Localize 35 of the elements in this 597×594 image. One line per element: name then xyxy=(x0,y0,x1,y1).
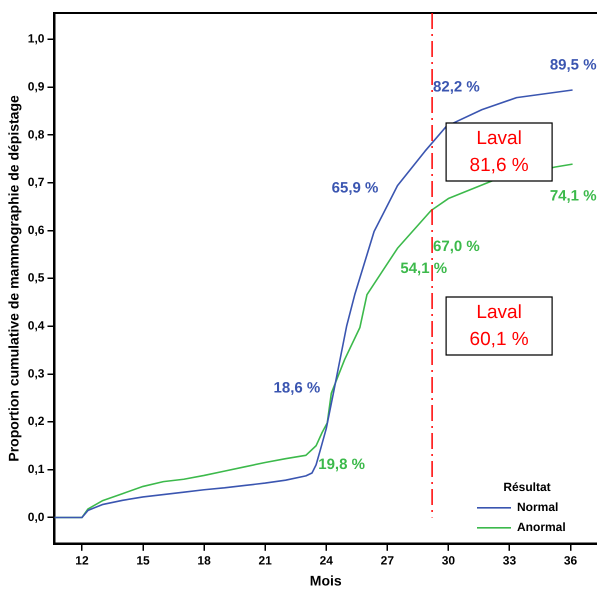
x-tick-label: 30 xyxy=(442,553,456,568)
annotation: Laval 60,1 % xyxy=(470,302,529,350)
annotation: 82,2 % xyxy=(433,78,480,96)
annotation: 19,8 % xyxy=(318,456,365,473)
y-tick-label: 0,3 xyxy=(28,366,45,380)
annotation: 65,9 % xyxy=(332,180,378,197)
y-tick-label: 0,9 xyxy=(28,79,45,94)
annotation: 54,1 % xyxy=(400,260,448,277)
x-tick-label: 33 xyxy=(502,553,516,568)
legend-label: Normal xyxy=(517,500,558,514)
x-tick-label: 36 xyxy=(564,553,578,568)
annotation: 74,1 % xyxy=(550,187,597,204)
legend-title: Résultat xyxy=(503,480,551,494)
y-tick-label: 0,5 xyxy=(28,270,45,285)
y-axis-title: Proportion cumulative de mammographie de dépistage xyxy=(5,94,22,462)
y-tick-label: 0,1 xyxy=(28,462,45,476)
legend-label: Anormal xyxy=(517,520,566,534)
x-tick-label: 18 xyxy=(197,553,212,568)
y-tick-label: 0,7 xyxy=(28,175,45,190)
x-tick-label: 27 xyxy=(380,553,394,568)
y-tick-label: 0,0 xyxy=(28,510,45,524)
annotation: Laval 81,6 % xyxy=(470,128,529,176)
y-tick-label: 0,4 xyxy=(28,318,45,333)
y-tick-label: 0,8 xyxy=(28,127,45,142)
annotation: 89,5 % xyxy=(550,56,597,74)
x-tick-label: 21 xyxy=(258,553,272,568)
annotation: 67,0 % xyxy=(433,238,480,256)
annotation: 18,6 % xyxy=(274,380,320,397)
x-tick-label: 24 xyxy=(320,553,334,568)
x-axis-title: Mois xyxy=(310,572,342,588)
y-tick-label: 1,0 xyxy=(28,32,45,46)
y-tick-label: 0,2 xyxy=(28,414,45,428)
x-tick-label: 15 xyxy=(136,553,150,568)
y-tick-label: 0,6 xyxy=(28,222,45,237)
x-tick-label: 12 xyxy=(75,553,89,568)
